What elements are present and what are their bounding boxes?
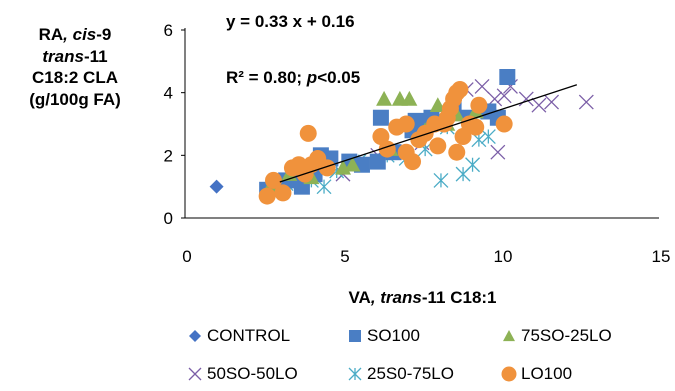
data-point xyxy=(470,96,488,114)
data-point xyxy=(451,81,469,99)
legend-label: 25S0-75LO xyxy=(367,364,454,383)
r-squared-text: R² = 0.80; xyxy=(226,68,303,87)
trendline xyxy=(279,84,578,183)
data-point xyxy=(372,128,390,146)
data-point xyxy=(474,78,490,94)
data-point xyxy=(376,90,393,106)
legend-marker xyxy=(501,366,517,382)
data-point xyxy=(397,115,415,133)
data-point xyxy=(429,97,446,112)
data-point xyxy=(429,137,447,155)
y-axis-title-line: trans-11 xyxy=(0,46,150,67)
data-point xyxy=(299,124,317,142)
regression-equation: y = 0.33 x + 0.16 xyxy=(226,12,355,31)
y-tick-label: 4 xyxy=(164,84,173,103)
legend-item: CONTROL xyxy=(186,326,290,346)
data-point xyxy=(495,115,513,133)
data-point xyxy=(372,109,389,126)
x-tick-label: 5 xyxy=(340,247,349,266)
data-point xyxy=(499,69,516,85)
y-tick-label: 0 xyxy=(164,209,173,228)
circle-marker-icon xyxy=(501,366,517,382)
data-point xyxy=(344,156,361,172)
r-squared-annotation: R² = 0.80; p<0.05 xyxy=(226,68,360,88)
legend-item: LO100 xyxy=(500,364,572,384)
y-axis-title-line: C18:2 CLA xyxy=(0,67,150,88)
x-axis-title-part: -11 C18:1 xyxy=(421,288,497,307)
triangle-marker-icon xyxy=(503,330,515,342)
data-point xyxy=(369,153,386,170)
y-axis-title-line: RA, cis-9 xyxy=(0,24,150,45)
y-axis-title-part: RA xyxy=(38,25,64,44)
data-point xyxy=(274,184,292,202)
y-axis-title-part: , cis xyxy=(63,25,97,44)
legend-label: LO100 xyxy=(521,364,573,383)
legend-label: SO100 xyxy=(367,326,420,345)
data-point xyxy=(404,153,422,171)
x-tick-label: 0 xyxy=(182,247,191,266)
data-point xyxy=(496,88,512,104)
data-point xyxy=(465,157,481,173)
data-point xyxy=(454,128,472,146)
y-axis-title-part: C18:2 CLA xyxy=(32,68,118,87)
x-marker-icon xyxy=(188,367,202,381)
x-axis-title-part: , trans xyxy=(370,288,422,307)
data-point xyxy=(578,94,594,110)
legend-item: 25S0-75LO xyxy=(346,364,454,384)
x-tick-label: 15 xyxy=(652,247,671,266)
y-axis-title-part: trans xyxy=(42,46,84,66)
asterisk-marker-icon xyxy=(348,367,362,381)
legend-item: SO100 xyxy=(346,326,420,346)
y-axis-title-part: -9 xyxy=(96,25,112,44)
y-tick-label: 2 xyxy=(164,146,173,165)
y-tick-label: 6 xyxy=(164,21,173,40)
diamond-marker-icon xyxy=(189,330,201,342)
p-label: p xyxy=(306,68,318,87)
data-point xyxy=(401,90,418,106)
data-point xyxy=(544,94,560,110)
legend-marker xyxy=(349,330,361,342)
data-point xyxy=(264,171,282,189)
legend-item: 50SO-50LO xyxy=(186,364,298,384)
legend-marker xyxy=(188,367,202,381)
legend-marker xyxy=(503,330,515,342)
square-marker-icon xyxy=(349,330,361,342)
legend-item: 75SO-25LO xyxy=(500,326,612,346)
legend-marker xyxy=(348,367,362,381)
data-point xyxy=(433,172,449,188)
data-point xyxy=(467,118,485,136)
data-point xyxy=(531,97,547,113)
x-axis-title: VA, trans-11 C18:1 xyxy=(185,288,660,308)
legend-label: 75SO-25LO xyxy=(521,326,612,345)
data-point xyxy=(518,91,534,107)
data-point xyxy=(480,129,496,144)
data-point xyxy=(448,143,466,161)
data-point xyxy=(258,187,276,205)
legend-label: CONTROL xyxy=(207,326,291,345)
legend-label: 50SO-50LO xyxy=(207,364,298,383)
p-value: <0.05 xyxy=(317,68,361,87)
legend-marker xyxy=(189,330,201,342)
y-axis-title-line: (g/100g FA) xyxy=(0,89,150,110)
y-axis-title-part: -11 xyxy=(83,46,108,66)
data-point xyxy=(318,159,336,177)
x-axis-title-part: VA xyxy=(348,288,371,307)
x-tick-label: 10 xyxy=(494,247,513,266)
data-point xyxy=(490,144,506,160)
y-axis-title-part: (g/100g FA) xyxy=(29,89,121,109)
data-point xyxy=(209,179,224,194)
